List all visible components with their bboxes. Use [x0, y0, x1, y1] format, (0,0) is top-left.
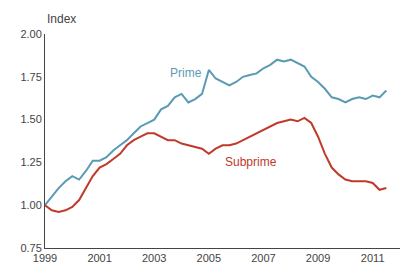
svg-text:2007: 2007	[251, 252, 275, 264]
svg-text:1999: 1999	[33, 252, 57, 264]
svg-text:2009: 2009	[306, 252, 330, 264]
svg-text:Subprime: Subprime	[225, 155, 277, 169]
svg-text:2003: 2003	[142, 252, 166, 264]
svg-text:0.75: 0.75	[20, 242, 41, 254]
svg-text:2005: 2005	[197, 252, 221, 264]
svg-text:2011: 2011	[361, 252, 385, 264]
svg-text:Index: Index	[47, 12, 76, 26]
svg-text:2.00: 2.00	[20, 28, 41, 40]
svg-text:1.75: 1.75	[20, 71, 41, 83]
svg-text:Prime: Prime	[170, 66, 202, 80]
svg-text:1.25: 1.25	[20, 156, 41, 168]
svg-text:1.50: 1.50	[20, 113, 41, 125]
svg-text:1.00: 1.00	[20, 199, 41, 211]
svg-text:2001: 2001	[87, 252, 111, 264]
